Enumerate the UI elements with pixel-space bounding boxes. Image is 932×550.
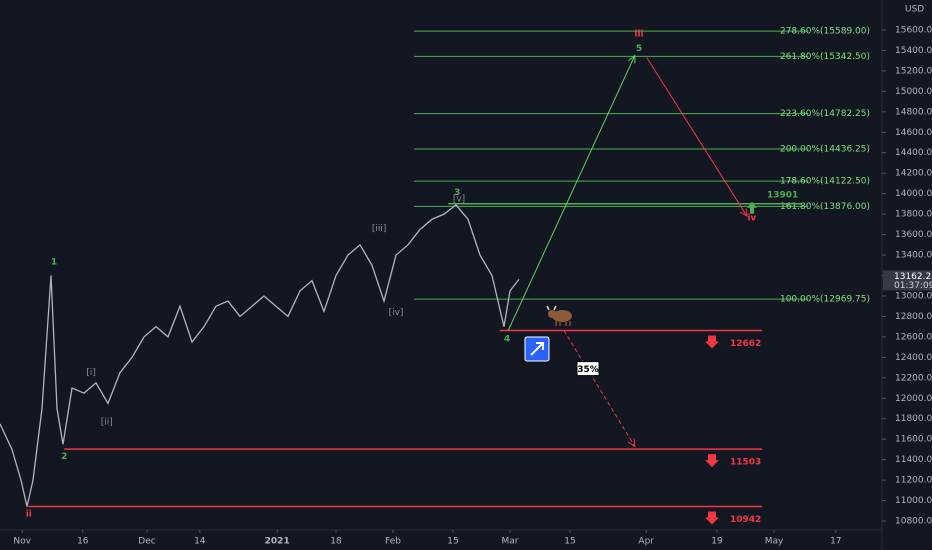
y-tick-label: 13400.00 (895, 251, 932, 261)
y-tick-label: 13600.00 (895, 230, 932, 240)
wave-label: iv (747, 214, 756, 224)
fib-label: 223.60%(14782.25) (780, 109, 870, 119)
x-tick-label: Mar (502, 537, 519, 547)
fib-label: 161.80%(13876.00) (780, 202, 870, 212)
wave-label: iii (634, 30, 643, 40)
currency: USD (905, 5, 924, 15)
x-tick-label: 14 (194, 537, 206, 547)
x-tick-label: 2021 (265, 537, 290, 547)
y-tick-label: 14800.00 (895, 107, 932, 117)
wave-label: 4 (504, 334, 510, 344)
y-tick-label: 13800.00 (895, 210, 932, 220)
wave-label: [i] (86, 368, 96, 378)
wave-label: [iv] (389, 308, 404, 318)
projection-arrow (507, 55, 636, 331)
y-tick-label: 11200.00 (895, 476, 932, 486)
wave-label: ii (26, 509, 32, 519)
x-tick-label: 16 (77, 537, 89, 547)
wave-label: 5 (636, 44, 642, 54)
probability-label: 35% (577, 365, 599, 375)
long-icon (524, 336, 550, 362)
projection-arrow (646, 57, 748, 217)
wave-label: 1 (51, 258, 57, 268)
y-tick-label: 14400.00 (895, 148, 932, 158)
arrow-head (627, 438, 636, 448)
level-arrow (747, 201, 757, 214)
y-tick-label: 15000.00 (895, 87, 932, 97)
x-tick-label: Nov (13, 537, 31, 547)
x-tick-label: 15 (447, 537, 458, 547)
probability-box (576, 361, 600, 377)
level-label: 12662 (730, 339, 761, 349)
price-line (0, 204, 520, 507)
y-tick-label: 11400.00 (895, 455, 932, 465)
fib-label: 100.00%(12969.75) (780, 295, 870, 305)
fib-label: 200.00%(14436.25) (780, 145, 870, 155)
y-tick-label: 14600.00 (895, 128, 932, 138)
x-tick-label: 17 (830, 537, 841, 547)
level-arrow (705, 335, 719, 349)
y-tick-label: 11800.00 (895, 414, 932, 424)
x-tick-label: Dec (138, 537, 155, 547)
y-tick-label: 11600.00 (895, 435, 932, 445)
projection-arrow (563, 330, 636, 447)
x-tick-label: 15 (564, 537, 575, 547)
fib-label: 261.80%(15342.50) (780, 52, 870, 62)
y-tick-label: 12800.00 (895, 312, 932, 322)
y-tick-label: 14200.00 (895, 169, 932, 179)
x-tick-label: 18 (330, 537, 342, 547)
level-arrow (705, 454, 719, 468)
wave-label: 2 (61, 452, 67, 462)
y-tick-label: 11000.00 (895, 496, 932, 506)
y-tick-label: 15200.00 (895, 66, 932, 76)
level-label: 11503 (730, 458, 761, 468)
wave-label: [ii] (101, 417, 113, 427)
wave-label: [iii] (372, 224, 387, 234)
fib-label: 178.60%(14122.50) (780, 177, 870, 187)
level-label: 13901 (767, 190, 798, 200)
bull-icon (546, 305, 572, 326)
level-label: 10942 (730, 515, 761, 525)
wave-label: 3 (454, 188, 460, 198)
fib-label: 278.60%(15589.00) (780, 27, 870, 37)
x-tick-label: Feb (385, 537, 401, 547)
y-tick-label: 14000.00 (895, 189, 932, 199)
price-tag-label: 13162.25 (894, 272, 932, 282)
x-tick-label: May (765, 537, 784, 547)
arrow-head (628, 54, 636, 64)
x-tick-label: Apr (638, 537, 654, 547)
level-arrow (705, 511, 719, 525)
y-tick-label: 10800.00 (895, 517, 932, 527)
x-tick-label: 19 (711, 537, 723, 547)
y-tick-label: 12000.00 (895, 394, 932, 404)
y-tick-label: 12600.00 (895, 332, 932, 342)
y-tick-label: 12400.00 (895, 353, 932, 363)
price-tag (883, 270, 932, 291)
price-tag-countdown: 01:37:09 (894, 281, 932, 291)
y-tick-label: 15400.00 (895, 46, 932, 56)
arrow-head (739, 208, 748, 218)
wave-label: [v] (453, 194, 465, 204)
y-tick-label: 12200.00 (895, 373, 932, 383)
y-tick-label: 15600.00 (895, 25, 932, 35)
y-tick-label: 13000.00 (895, 291, 932, 301)
